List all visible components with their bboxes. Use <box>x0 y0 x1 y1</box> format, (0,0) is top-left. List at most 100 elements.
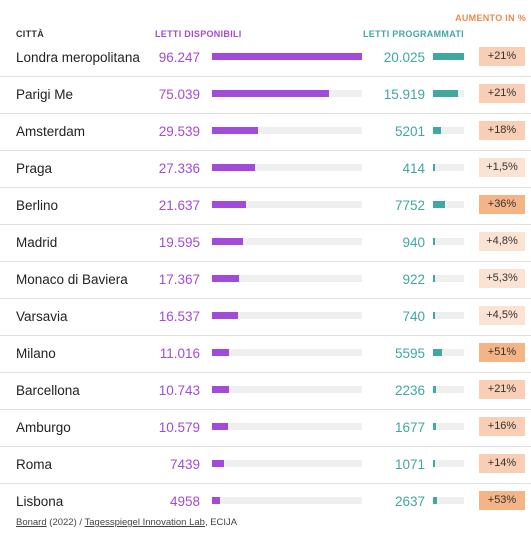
available-beds-value: 10.579 <box>158 420 200 435</box>
increase-badge: +5,3% <box>479 269 525 288</box>
programmed-beds-bar-track <box>433 238 464 245</box>
table-row: Roma 7439 1071 +14% <box>0 447 531 484</box>
increase-badge: +18% <box>479 121 525 140</box>
programmed-beds-bar <box>433 497 438 504</box>
table-row: Monaco di Baviera 17.367 922 +5,3% <box>0 262 531 299</box>
programmed-beds-value: 5201 <box>394 124 425 139</box>
programmed-beds-bar-track <box>433 275 464 282</box>
table-body: Londra meropolitana 96.247 20.025 +21% Parig… <box>0 40 531 520</box>
city-name: Amsterdam <box>16 124 86 139</box>
programmed-beds-value: 414 <box>402 161 425 176</box>
available-beds-bar <box>212 460 224 467</box>
increase-badge: +51% <box>479 343 525 362</box>
available-beds-value: 17.367 <box>158 272 200 287</box>
table-row: Amburgo 10.579 1677 +16% <box>0 410 531 447</box>
available-beds-bar-track <box>212 312 362 319</box>
city-name: Amburgo <box>16 420 71 435</box>
programmed-beds-value: 20.025 <box>383 50 425 65</box>
programmed-beds-value: 1071 <box>394 457 425 472</box>
available-beds-value: 10.743 <box>158 383 200 398</box>
increase-badge: +21% <box>479 84 525 103</box>
available-beds-bar-track <box>212 164 362 171</box>
increase-badge: +21% <box>479 47 525 66</box>
available-beds-bar-track <box>212 127 362 134</box>
available-beds-bar <box>212 53 362 60</box>
table-row: Madrid 19.595 940 +4,8% <box>0 225 531 262</box>
programmed-beds-bar-track <box>433 423 464 430</box>
programmed-beds-bar <box>433 164 435 171</box>
source-link-bonard[interactable]: Bonard <box>16 517 47 528</box>
available-beds-bar <box>212 238 243 245</box>
increase-badge: +16% <box>479 417 525 436</box>
header-available-beds: LETTI DISPONIBILI <box>155 29 242 39</box>
programmed-beds-bar-track <box>433 312 464 319</box>
city-name: Lisbona <box>16 494 64 509</box>
available-beds-bar <box>212 90 329 97</box>
available-beds-bar-track <box>212 349 362 356</box>
available-beds-bar <box>212 386 229 393</box>
available-beds-bar <box>212 201 246 208</box>
programmed-beds-bar <box>433 201 445 208</box>
available-beds-value: 75.039 <box>158 87 200 102</box>
header-city: CITTÀ <box>16 29 44 39</box>
available-beds-value: 7439 <box>169 457 200 472</box>
programmed-beds-bar-track <box>433 460 464 467</box>
available-beds-bar-track <box>212 90 362 97</box>
city-name: Roma <box>16 457 53 472</box>
programmed-beds-bar-track <box>433 164 464 171</box>
programmed-beds-bar-track <box>433 53 464 60</box>
table-row: Milano 11.016 5595 +51% <box>0 336 531 373</box>
increase-badge: +53% <box>479 491 525 510</box>
programmed-beds-value: 922 <box>402 272 425 287</box>
table-row: Barcellona 10.743 2236 +21% <box>0 373 531 410</box>
programmed-beds-value: 740 <box>402 309 425 324</box>
programmed-beds-bar <box>433 90 458 97</box>
available-beds-value: 19.595 <box>158 235 200 250</box>
table-row: Varsavia 16.537 740 +4,5% <box>0 299 531 336</box>
available-beds-bar <box>212 349 230 356</box>
programmed-beds-bar <box>433 238 435 245</box>
programmed-beds-bar-track <box>433 386 464 393</box>
table-row: Berlino 21.637 7752 +36% <box>0 188 531 225</box>
programmed-beds-value: 5595 <box>394 346 425 361</box>
table-row: Praga 27.336 414 +1,5% <box>0 151 531 188</box>
source-year: (2022) / <box>46 517 85 528</box>
increase-badge: +36% <box>479 195 525 214</box>
available-beds-bar-track <box>212 201 362 208</box>
available-beds-value: 29.539 <box>158 124 200 139</box>
programmed-beds-value: 940 <box>402 235 425 250</box>
available-beds-bar <box>212 164 255 171</box>
source-rest: , ECIJA <box>204 517 238 528</box>
available-beds-value: 96.247 <box>158 50 200 65</box>
increase-badge: +4,8% <box>479 232 525 251</box>
programmed-beds-bar <box>433 423 436 430</box>
programmed-beds-bar <box>433 386 437 393</box>
programmed-beds-bar-track <box>433 90 464 97</box>
city-name: Monaco di Baviera <box>16 272 128 287</box>
available-beds-bar-track <box>212 497 362 504</box>
programmed-beds-bar-track <box>433 201 464 208</box>
city-name: Milano <box>16 346 56 361</box>
city-name: Londra meropolitana <box>16 50 140 65</box>
source-link-tagesspiegel[interactable]: Tagesspiegel Innovation Lab <box>84 517 205 528</box>
programmed-beds-bar <box>433 312 435 319</box>
available-beds-value: 27.336 <box>158 161 200 176</box>
city-name: Praga <box>16 161 53 176</box>
available-beds-bar-track <box>212 386 362 393</box>
available-beds-bar <box>212 127 259 134</box>
source-footer: Bonard (2022) / Tagesspiegel Innovation … <box>16 517 237 528</box>
available-beds-value: 21.637 <box>158 198 200 213</box>
table-row: Amsterdam 29.539 5201 +18% <box>0 114 531 151</box>
programmed-beds-bar-track <box>433 127 464 134</box>
header-programmed-beds: LETTI PROGRAMMATI <box>363 29 464 39</box>
available-beds-bar <box>212 423 229 430</box>
programmed-beds-value: 1677 <box>394 420 425 435</box>
available-beds-bar <box>212 275 240 282</box>
programmed-beds-value: 2637 <box>394 494 425 509</box>
available-beds-bar <box>212 312 238 319</box>
programmed-beds-bar <box>433 127 442 134</box>
city-name: Varsavia <box>16 309 68 324</box>
programmed-beds-bar <box>433 349 442 356</box>
programmed-beds-bar-track <box>433 497 464 504</box>
city-name: Madrid <box>16 235 58 250</box>
